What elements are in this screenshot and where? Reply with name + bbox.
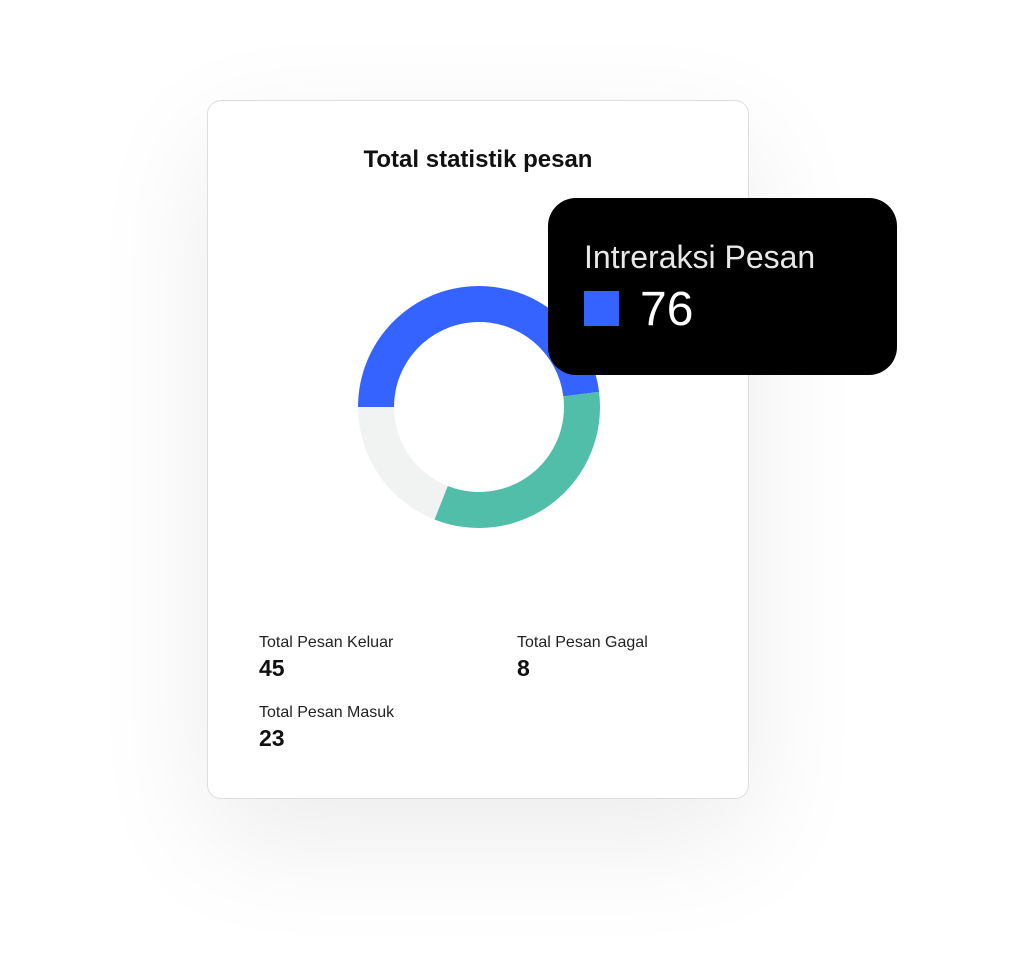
stat-label: Total Pesan Masuk	[259, 704, 395, 721]
stat-outgoing: Total Pesan Keluar 45	[259, 634, 393, 682]
stat-value: 23	[259, 725, 285, 751]
donut-slice-1[interactable]	[434, 391, 600, 528]
card-title: Total statistik pesan	[363, 146, 593, 173]
tooltip-label: Intreraksi Pesan	[584, 239, 816, 275]
donut-chart	[358, 286, 600, 528]
donut-slice-2[interactable]	[358, 407, 448, 520]
stat-failed: Total Pesan Gagal 8	[517, 634, 648, 682]
stat-value: 45	[259, 655, 285, 681]
chart-tooltip: Intreraksi Pesan 76	[548, 198, 897, 375]
stat-value: 8	[517, 655, 530, 681]
stat-incoming: Total Pesan Masuk 23	[259, 704, 394, 752]
donut-slice-0[interactable]	[358, 286, 600, 407]
tooltip-color-swatch	[584, 291, 619, 326]
stat-label: Total Pesan Gagal	[517, 634, 648, 651]
tooltip-value: 76	[640, 283, 694, 336]
stat-label: Total Pesan Keluar	[259, 634, 394, 651]
